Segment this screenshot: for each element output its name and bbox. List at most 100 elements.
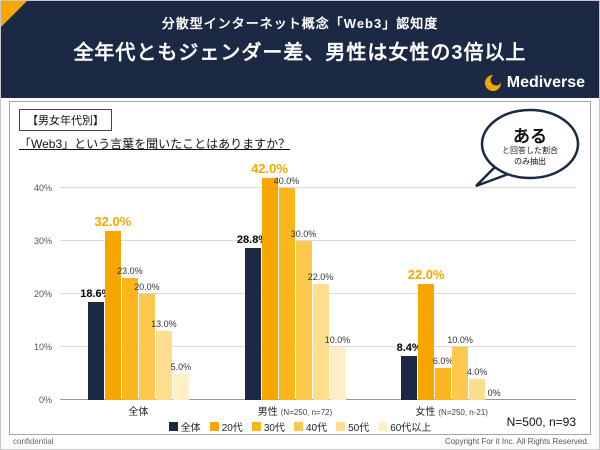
bar-value-label: 40.0% bbox=[273, 176, 300, 187]
bar-女性-40代 bbox=[452, 347, 469, 400]
gridline-30 bbox=[60, 240, 576, 242]
legend-item-30代: 30代 bbox=[251, 419, 285, 434]
bar-女性-30代 bbox=[435, 368, 452, 400]
bar-value-label: 6.0% bbox=[432, 356, 454, 367]
bar-slot: 13.0% bbox=[151, 162, 177, 400]
x-label-name: 男性 bbox=[257, 407, 278, 418]
legend-swatch bbox=[293, 422, 303, 431]
bar-value-label: 42.0% bbox=[251, 160, 288, 176]
bar-slot: 32.0% bbox=[94, 162, 131, 400]
header-subtitle: 分散型インターネット概念「Web3」認知度 bbox=[161, 16, 439, 31]
legend-item-40代: 40代 bbox=[293, 419, 328, 434]
mediverse-logo-icon bbox=[484, 74, 502, 92]
callout-word: ある bbox=[513, 127, 547, 146]
bar-slot: 40.0% bbox=[274, 162, 299, 400]
legend-swatch bbox=[209, 422, 219, 431]
bar-slot: 10.0% bbox=[325, 162, 350, 400]
bar-value-label: 18.6% bbox=[80, 287, 112, 300]
legend-item-50代: 50代 bbox=[336, 419, 369, 434]
callout-note-line1: と回答した割合 bbox=[502, 146, 558, 155]
bar-value-label: 22.0% bbox=[307, 271, 334, 282]
plot-area: 18.6% 32.0% 23.0% 20.0% 13.0% 5.0% 28.8% 42.0% 4… bbox=[60, 161, 576, 400]
bar-男性-全体 bbox=[244, 247, 261, 400]
bar-女性-全体 bbox=[401, 355, 418, 400]
bar-女性-50代 bbox=[469, 378, 486, 400]
confidential-label: confidential bbox=[13, 437, 54, 446]
bar-全体-50代 bbox=[155, 331, 172, 400]
bar-全体-60代以上 bbox=[172, 373, 189, 400]
bar-全体-40代 bbox=[138, 294, 155, 400]
bar-slot: 20.0% bbox=[134, 162, 160, 400]
callout-bubble-shape bbox=[475, 108, 580, 188]
bar-slot: 18.6% bbox=[80, 162, 111, 400]
bar-slot: 42.0% bbox=[251, 161, 288, 400]
bar-value-label: 13.0% bbox=[151, 319, 177, 330]
bar-value-label: 4.0% bbox=[466, 366, 488, 377]
callout-note: と回答した割合 のみ抽出 bbox=[482, 146, 578, 168]
bar-slot: 28.8% bbox=[237, 162, 268, 400]
x-axis-labels: 全体 男性 (N=250, n=72) 女性 (N=250, n-21) bbox=[60, 403, 576, 418]
bar-男性-20代 bbox=[261, 177, 278, 400]
x-label-sample: (N=250, n-21) bbox=[438, 408, 488, 417]
x-label-男性: 男性 (N=250, n=72) bbox=[217, 403, 374, 418]
bar-slot: 10.0% bbox=[447, 162, 473, 400]
bar-slot: 30.0% bbox=[291, 162, 316, 400]
bar-group-男性: 28.8% 42.0% 40.0% 30.0% 22.0% 10.0% bbox=[217, 161, 374, 400]
callout-bubble: ある と回答した割合 のみ抽出 bbox=[468, 106, 584, 190]
x-label-全体: 全体 bbox=[60, 403, 217, 418]
bar-slot: 6.0% bbox=[432, 162, 454, 400]
x-label-name: 全体 bbox=[128, 407, 149, 418]
bar-value-label: 10.0% bbox=[447, 335, 473, 346]
content-panel: 【男女年代別】 「Web3」という言葉を聞いたことはありますか？ ある と回答し… bbox=[9, 101, 591, 435]
legend-swatch bbox=[168, 422, 178, 431]
bar-slot: 23.0% bbox=[117, 162, 143, 400]
legend-label: 30代 bbox=[263, 423, 285, 434]
bar-value-label: 30.0% bbox=[290, 229, 317, 240]
bar-slot: 0% bbox=[486, 162, 502, 400]
bar-group-女性: 8.4% 22.0% 6.0% 10.0% 4.0% 0% bbox=[373, 162, 530, 400]
bar-groups: 18.6% 32.0% 23.0% 20.0% 13.0% 5.0% 28.8% 42.0% 4… bbox=[60, 161, 576, 400]
corner-accent bbox=[1, 1, 27, 27]
bar-value-label: 5.0% bbox=[170, 361, 192, 372]
bar-男性-50代 bbox=[312, 283, 329, 400]
bar-group-全体: 18.6% 32.0% 23.0% 20.0% 13.0% 5.0% bbox=[60, 162, 217, 400]
legend-swatch bbox=[378, 422, 388, 431]
copyright-label: Copyright For it Inc. All Rights Reserve… bbox=[444, 437, 589, 446]
bar-男性-60代以上 bbox=[329, 347, 346, 400]
bar-男性-30代 bbox=[278, 188, 295, 400]
question-text: 「Web3」という言葉を聞いたことはありますか？ bbox=[19, 137, 291, 151]
bar-value-label: 20.0% bbox=[134, 282, 160, 293]
legend-item-20代: 20代 bbox=[209, 419, 243, 434]
bar-slot: 5.0% bbox=[170, 162, 192, 400]
bar-slot: 22.0% bbox=[308, 162, 333, 400]
legend-swatch bbox=[251, 422, 261, 431]
sample-size-note: N=500, n=93 bbox=[506, 415, 576, 429]
y-axis: 0% 10% 20% 30% 40% bbox=[16, 162, 56, 405]
legend-item-全体: 全体 bbox=[168, 419, 201, 434]
callout-note-line2: のみ抽出 bbox=[514, 156, 546, 166]
category-box: 【男女年代別】 bbox=[19, 109, 112, 131]
chart-legend: 全体 20代 30代 40代 50代 60代以上 bbox=[10, 419, 590, 434]
header: 分散型インターネット概念「Web3」認知度 全年代ともジェンダー差、男性は女性の… bbox=[1, 1, 599, 98]
bar-男性-40代 bbox=[295, 241, 312, 400]
bar-value-label: 8.4% bbox=[396, 341, 422, 354]
legend-label: 60代以上 bbox=[390, 423, 432, 434]
brand-name: Mediverse bbox=[506, 74, 585, 91]
bar-value-label: 32.0% bbox=[94, 213, 132, 229]
y-tick-label: 0% bbox=[38, 395, 52, 405]
legend-swatch bbox=[336, 422, 346, 431]
bar-chart: 0% 10% 20% 30% 40% 18.6% 32.0% 23.0% 20.0% 13.0%… bbox=[16, 161, 580, 405]
bar-value-label: 28.8% bbox=[236, 233, 269, 246]
x-label-女性: 女性 (N=250, n-21) bbox=[373, 403, 530, 418]
bar-value-label: 10.0% bbox=[324, 335, 351, 346]
brand-logo: Mediverse bbox=[484, 74, 585, 92]
bar-slot: 4.0% bbox=[466, 162, 488, 400]
bar-全体-30代 bbox=[121, 278, 138, 400]
legend-label: 40代 bbox=[305, 423, 328, 434]
legend-label: 20代 bbox=[221, 423, 243, 434]
y-tick-label: 20% bbox=[33, 289, 52, 300]
bar-全体-20代 bbox=[104, 230, 121, 400]
y-tick-label: 30% bbox=[33, 236, 52, 247]
page-title: 全年代ともジェンダー差、男性は女性の3倍以上 bbox=[73, 42, 527, 64]
